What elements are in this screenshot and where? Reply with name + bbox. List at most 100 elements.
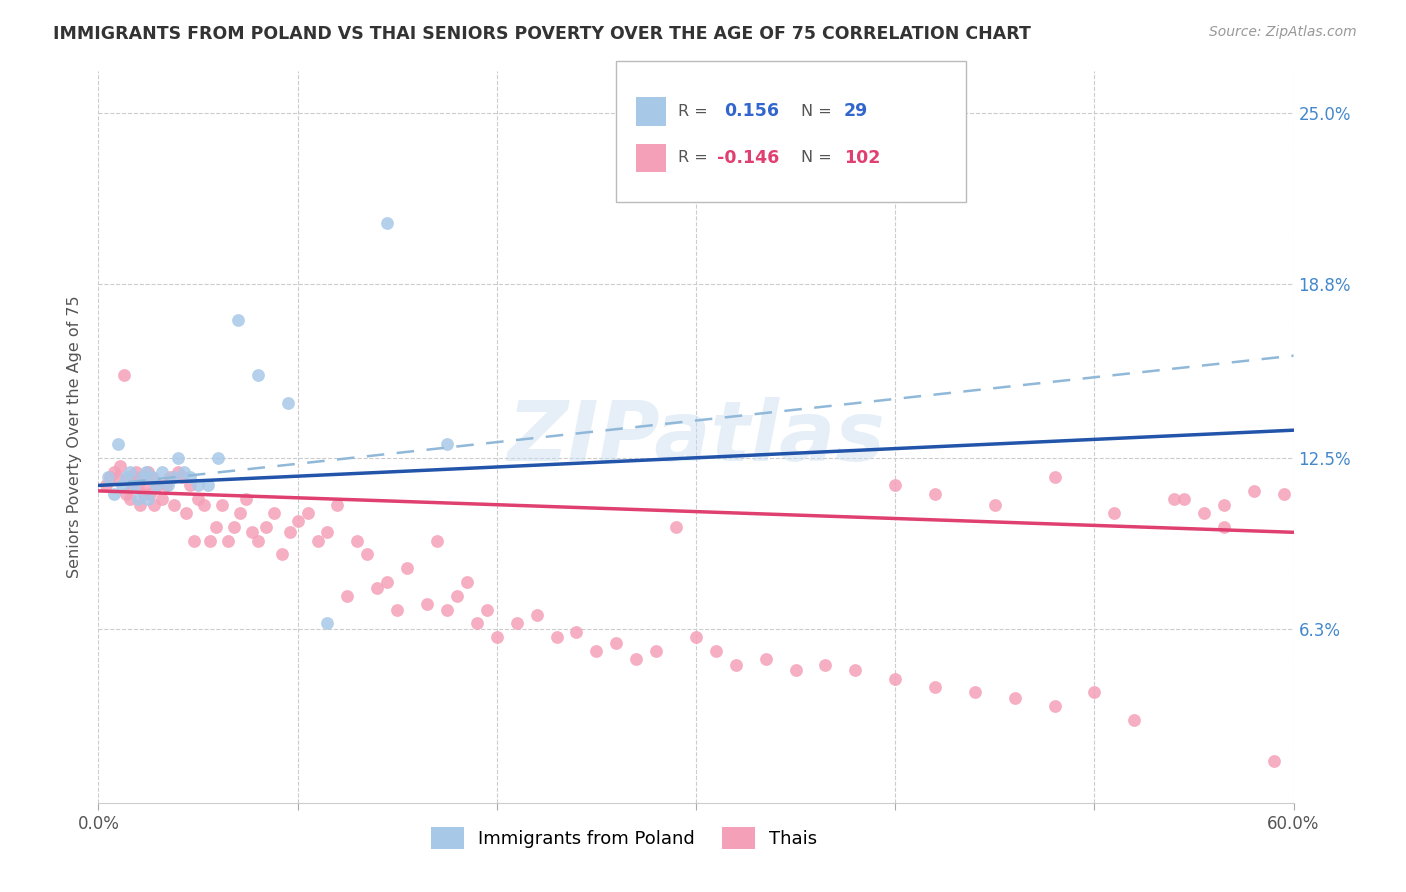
Point [207, 450, 229, 465]
Point [565, 624, 588, 639]
Point [724, 657, 747, 672]
Point [198, 533, 221, 548]
Point [346, 533, 368, 548]
Point [297, 506, 319, 520]
Point [685, 630, 707, 644]
Point [416, 597, 439, 611]
Point [187, 492, 209, 507]
Point [135, 478, 157, 492]
Point [924, 680, 946, 694]
Point [179, 470, 201, 484]
Point [96, 478, 118, 492]
Point [179, 478, 201, 492]
Point [187, 478, 209, 492]
Point [814, 657, 837, 672]
Point [211, 498, 233, 512]
Point [1263, 755, 1285, 769]
Text: IMMIGRANTS FROM POLAND VS THAI SENIORS POVERTY OVER THE AGE OF 75 CORRELATION CH: IMMIGRANTS FROM POLAND VS THAI SENIORS P… [53, 25, 1032, 43]
Text: 0.156: 0.156 [724, 103, 779, 120]
Point [1192, 506, 1215, 520]
Point [1212, 498, 1234, 512]
Point [287, 514, 309, 528]
Point [131, 470, 153, 484]
Point [125, 465, 148, 479]
Point [485, 630, 508, 644]
Point [316, 616, 339, 631]
Point [183, 533, 205, 548]
Point [336, 589, 359, 603]
Point [436, 437, 458, 451]
Point [98, 470, 122, 484]
Point [755, 652, 778, 666]
Point [193, 498, 215, 512]
Point [375, 574, 398, 589]
Point [465, 616, 488, 631]
Point [506, 616, 529, 631]
Point [117, 470, 139, 484]
Point [127, 478, 149, 492]
Point [307, 533, 329, 548]
Point [136, 465, 159, 479]
Point [217, 533, 239, 548]
Point [546, 630, 568, 644]
Point [326, 498, 349, 512]
Point [396, 561, 419, 575]
Point [167, 450, 190, 465]
Point [155, 478, 177, 492]
Point [1212, 520, 1234, 534]
Point [385, 602, 409, 616]
Point [226, 312, 249, 326]
Point [270, 548, 292, 562]
Text: -0.146: -0.146 [717, 149, 779, 167]
Point [963, 685, 986, 699]
Point [1123, 713, 1146, 727]
Point [1163, 492, 1185, 507]
Point [173, 465, 195, 479]
Point [884, 672, 907, 686]
Point [1243, 483, 1265, 498]
Text: N =: N = [801, 151, 838, 165]
Point [124, 478, 146, 492]
Point [254, 520, 277, 534]
Point [1043, 470, 1066, 484]
Point [984, 498, 1007, 512]
Legend: Immigrants from Poland, Thais: Immigrants from Poland, Thais [425, 820, 824, 856]
Text: R =: R = [678, 104, 713, 119]
Point [229, 506, 252, 520]
Point [366, 581, 388, 595]
Text: ZIPatlas: ZIPatlas [508, 397, 884, 477]
Point [240, 525, 263, 540]
Point [172, 470, 194, 484]
Point [127, 492, 149, 507]
Point [174, 506, 197, 520]
Point [1043, 699, 1066, 714]
Point [163, 498, 186, 512]
Point [141, 470, 163, 484]
Point [426, 533, 449, 548]
Point [120, 465, 142, 479]
Point [103, 465, 125, 479]
Point [246, 533, 269, 548]
Point [278, 525, 301, 540]
Point [112, 368, 135, 382]
Point [704, 644, 727, 658]
Point [1173, 492, 1195, 507]
Point [131, 470, 153, 484]
Point [222, 520, 245, 534]
Point [121, 478, 143, 492]
Point [167, 465, 190, 479]
Point [197, 478, 219, 492]
Point [150, 492, 173, 507]
Point [277, 395, 299, 409]
Point [645, 644, 668, 658]
Point [163, 470, 186, 484]
Point [665, 520, 688, 534]
Text: 29: 29 [844, 103, 868, 120]
Text: R =: R = [678, 151, 713, 165]
Point [124, 470, 146, 484]
Point [655, 147, 678, 161]
Point [375, 216, 398, 230]
Point [356, 548, 378, 562]
Point [150, 465, 173, 479]
Point [626, 652, 648, 666]
